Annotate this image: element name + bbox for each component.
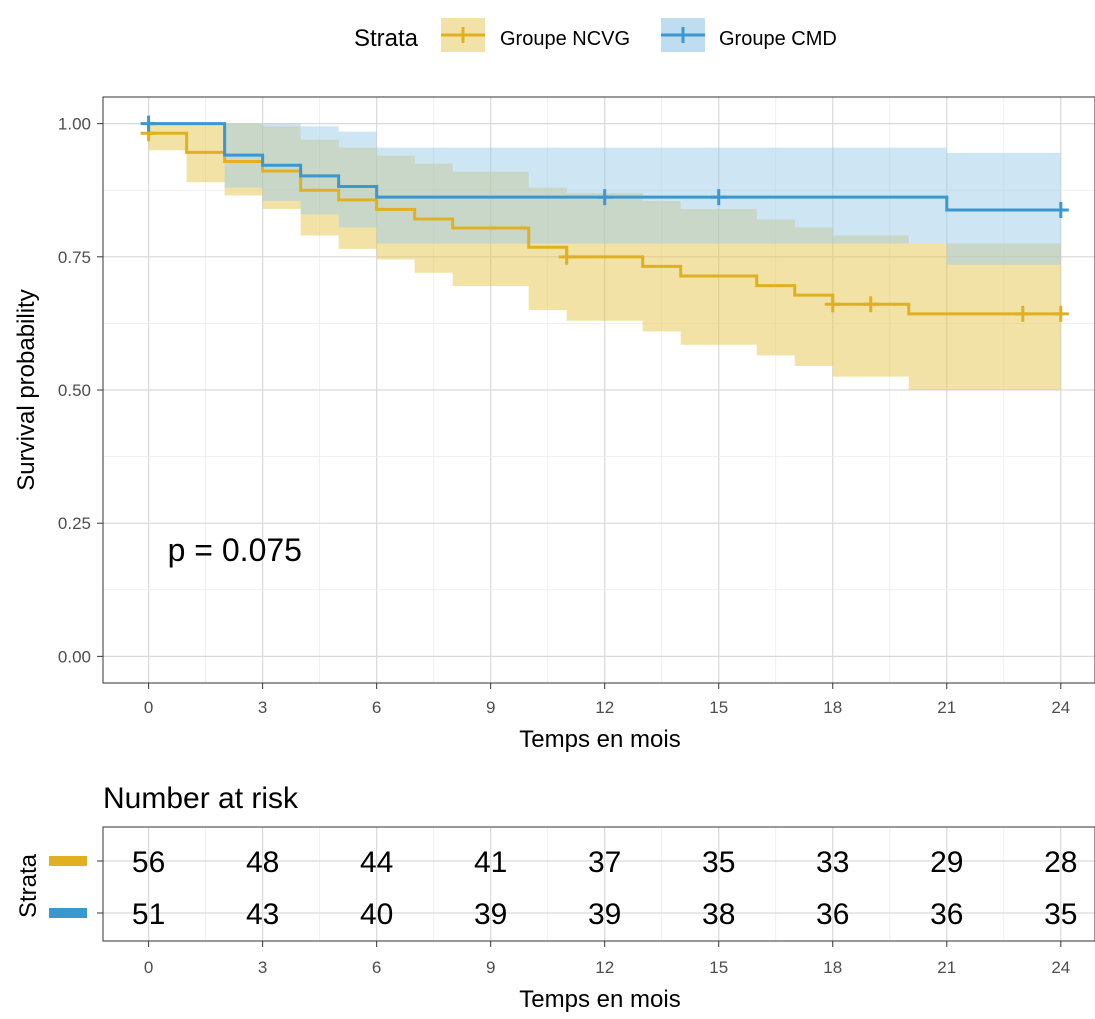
x-tick-label: 6 bbox=[372, 698, 381, 717]
risk-table-border bbox=[102, 826, 1095, 942]
risk-value: 43 bbox=[246, 898, 279, 931]
risk-x-tick-label: 15 bbox=[709, 958, 728, 977]
risk-value: 56 bbox=[132, 846, 165, 879]
x-tick-label: 3 bbox=[258, 698, 267, 717]
survival-line-cmd bbox=[148, 122, 1061, 212]
risk-x-tick-label: 24 bbox=[1051, 958, 1070, 977]
risk-key-ncvg bbox=[49, 856, 87, 866]
risk-x-tick-label: 0 bbox=[144, 958, 153, 977]
legend-label-ncvg: Groupe NCVG bbox=[500, 28, 630, 50]
risk-x-tick-label: 3 bbox=[258, 958, 267, 977]
x-tick-label: 0 bbox=[144, 698, 153, 717]
risk-value: 36 bbox=[930, 898, 963, 931]
y-tick-label: 0.75 bbox=[58, 248, 91, 267]
x-tick-label: 24 bbox=[1051, 698, 1070, 717]
survival-curves bbox=[148, 122, 1061, 316]
survival-plot: 0 3 6 9 12 15 18 21 24 0.00 0.25 0.50 0.75 1.00 p = 0… bbox=[13, 96, 1095, 753]
risk-value: 38 bbox=[702, 898, 735, 931]
risk-table-x-title: Temps en mois bbox=[519, 986, 680, 1013]
x-tick-label: 15 bbox=[709, 698, 728, 717]
risk-value: 35 bbox=[1044, 898, 1077, 931]
risk-table-y-title: Strata bbox=[15, 853, 42, 918]
risk-value: 35 bbox=[702, 846, 735, 879]
x-tick-label: 21 bbox=[937, 698, 956, 717]
risk-value: 29 bbox=[930, 846, 963, 879]
risk-x-tick-label: 21 bbox=[937, 958, 956, 977]
risk-value: 36 bbox=[816, 898, 849, 931]
risk-value: 40 bbox=[360, 898, 393, 931]
risk-x-tick-label: 18 bbox=[823, 958, 842, 977]
risk-value: 33 bbox=[816, 846, 849, 879]
risk-table-title: Number at risk bbox=[103, 782, 299, 815]
risk-value: 39 bbox=[588, 898, 621, 931]
risk-value: 44 bbox=[360, 846, 393, 879]
x-tick-label: 12 bbox=[595, 698, 614, 717]
censor-marks bbox=[140, 115, 1069, 322]
legend-label-cmd: Groupe CMD bbox=[719, 28, 837, 50]
legend: Strata Groupe NCVG Groupe CMD bbox=[354, 18, 837, 52]
plot-axes: 0 3 6 9 12 15 18 21 24 0.00 0.25 0.50 0.75 1.00 bbox=[58, 115, 1070, 717]
y-axis-title: Survival probability bbox=[13, 289, 40, 490]
y-tick-label: 1.00 bbox=[58, 115, 91, 134]
risk-value: 37 bbox=[588, 846, 621, 879]
y-tick-label: 0.25 bbox=[58, 514, 91, 533]
risk-value: 28 bbox=[1044, 846, 1077, 879]
risk-x-tick-label: 12 bbox=[595, 958, 614, 977]
risk-value: 39 bbox=[474, 898, 507, 931]
x-tick-label: 18 bbox=[823, 698, 842, 717]
risk-table-grid bbox=[103, 827, 1095, 941]
risk-table-axes: 0 3 6 9 12 15 18 21 24 bbox=[144, 941, 1070, 977]
x-axis-title: Temps en mois bbox=[519, 726, 680, 753]
x-tick-label: 9 bbox=[486, 698, 495, 717]
p-value-annotation: p = 0.075 bbox=[168, 532, 302, 568]
risk-x-tick-label: 9 bbox=[486, 958, 495, 977]
risk-key-cmd bbox=[49, 908, 87, 918]
risk-value: 48 bbox=[246, 846, 279, 879]
legend-title: Strata bbox=[354, 25, 419, 52]
y-tick-label: 0.50 bbox=[58, 381, 91, 400]
risk-value: 41 bbox=[474, 846, 507, 879]
risk-table: Number at risk 56 48 44 41 37 35 33 29 28 51 43 40 3… bbox=[15, 782, 1095, 1013]
risk-x-tick-label: 6 bbox=[372, 958, 381, 977]
risk-value: 51 bbox=[132, 898, 165, 931]
y-tick-label: 0.00 bbox=[58, 647, 91, 666]
risk-table-values: 56 48 44 41 37 35 33 29 28 51 43 40 39 39 38 36 36 35 bbox=[97, 846, 1077, 931]
